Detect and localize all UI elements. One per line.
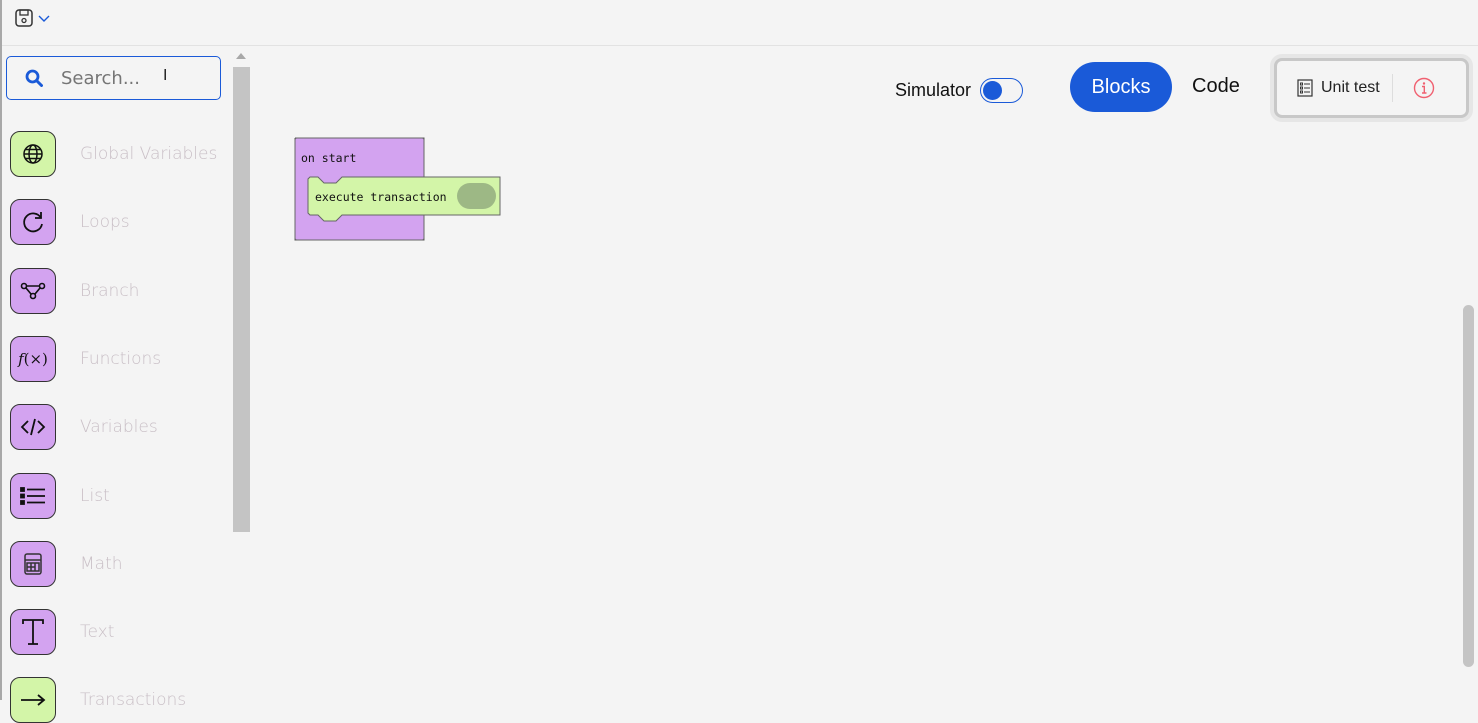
unit-test-button[interactable]: Unit test (1297, 74, 1393, 102)
category-label: Text (80, 622, 115, 643)
category-functions[interactable]: f(×) Functions (8, 335, 162, 382)
category-text[interactable]: Text (8, 609, 115, 656)
category-math[interactable]: Math (8, 540, 123, 587)
category-variables[interactable]: Variables (8, 404, 158, 451)
code-icon (10, 404, 56, 451)
sidebar-scroll-up-arrow[interactable] (236, 53, 246, 59)
list-icon (10, 472, 56, 519)
globe-icon (10, 131, 56, 177)
category-label: Branch (80, 280, 140, 301)
simulator-toggle-group: Simulator (895, 78, 1024, 103)
category-global-variables[interactable]: Global Variables (8, 131, 217, 177)
workspace-scrollbar[interactable] (1463, 305, 1474, 667)
calculator-icon (10, 540, 56, 587)
info-icon[interactable] (1413, 77, 1435, 99)
category-label: Global Variables (80, 144, 218, 164)
top-toolbar (2, 0, 1478, 46)
category-label: Transactions (80, 690, 187, 711)
arrow-right-icon (10, 677, 56, 723)
checklist-icon (1297, 79, 1313, 97)
unit-test-panel: Unit test (1270, 54, 1473, 122)
block-workspace (294, 137, 501, 241)
category-transactions[interactable]: Transactions (8, 677, 186, 723)
category-label: Loops (80, 212, 130, 233)
text-cursor-icon: I (163, 67, 168, 84)
sidebar-scrollbar[interactable] (233, 67, 250, 532)
text-icon (10, 609, 56, 656)
transaction-input-slot[interactable] (457, 183, 496, 209)
search-box[interactable]: I (6, 56, 221, 100)
save-menu-button[interactable] (14, 8, 50, 28)
category-list[interactable]: List (8, 472, 110, 519)
execute-transaction-block[interactable] (307, 176, 501, 222)
code-tab[interactable]: Code (1192, 75, 1240, 97)
floppy-disk-icon (15, 9, 33, 27)
category-label: Math (80, 553, 123, 574)
unit-test-label: Unit test (1321, 79, 1380, 96)
category-loops[interactable]: Loops (8, 199, 130, 246)
blocks-tab[interactable]: Blocks (1070, 62, 1172, 112)
execute-transaction-label: execute transaction (315, 190, 447, 204)
search-icon (25, 69, 43, 87)
simulator-label: Simulator (895, 80, 972, 100)
branch-icon (10, 267, 56, 314)
category-branch[interactable]: Branch (8, 267, 140, 314)
loop-icon (10, 199, 56, 246)
category-label: Functions (80, 348, 162, 369)
category-label: Variables (80, 417, 158, 438)
on-start-label: on start (301, 151, 357, 165)
search-input[interactable] (61, 67, 181, 89)
category-label: List (80, 485, 110, 506)
chevron-down-icon (38, 15, 50, 22)
simulator-toggle[interactable] (980, 78, 1024, 103)
function-icon: f(×) (10, 335, 56, 382)
